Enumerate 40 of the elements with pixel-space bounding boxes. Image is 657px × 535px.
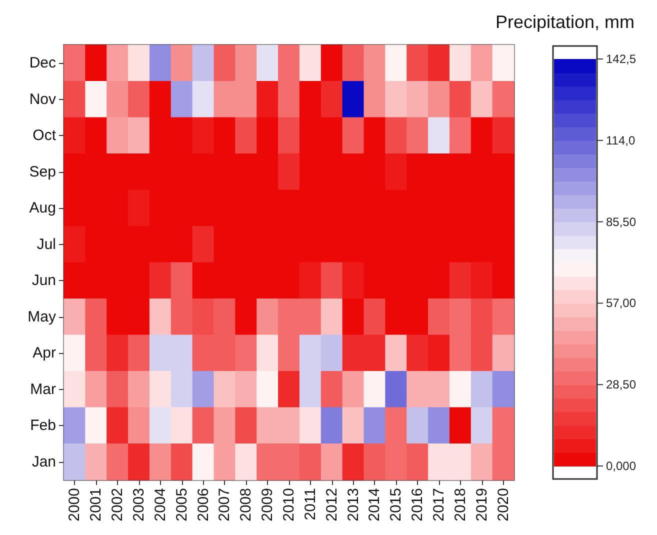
x-tick-label: 2018: [452, 488, 469, 522]
x-tick-label: 2001: [88, 488, 105, 522]
color-bar-label: 142,5: [606, 52, 636, 66]
y-tick-label: Jul: [36, 236, 56, 253]
x-tick-label: 2008: [238, 488, 255, 522]
y-tick-label: Jun: [32, 272, 56, 290]
x-tick-label: 2010: [280, 488, 298, 522]
y-tick-label: Feb: [30, 417, 56, 434]
x-tick-label: 2000: [66, 488, 84, 522]
x-tick-label: 2013: [344, 488, 362, 522]
x-tick-label: 2012: [323, 488, 340, 522]
y-tick-label: Sep: [29, 163, 56, 180]
x-tick-label: 2002: [109, 488, 126, 522]
x-tick-label: 2015: [388, 488, 405, 522]
x-tick-label: 2004: [152, 488, 169, 522]
color-bar-label: 0,000: [606, 459, 636, 473]
x-tick-label: 2019: [473, 488, 490, 522]
x-tick-label: 2020: [494, 488, 512, 522]
x-tick-label: 2017: [430, 488, 448, 522]
y-tick-label: Oct: [32, 127, 57, 144]
y-tick-label: Dec: [29, 54, 56, 72]
x-tick-label: 2016: [409, 488, 426, 522]
x-tick-label: 2006: [194, 488, 212, 522]
color-bar-label: 57,00: [606, 296, 636, 310]
x-tick-label: 2011: [302, 488, 319, 520]
y-tick-label: Aug: [29, 200, 56, 217]
y-tick-label: Jan: [32, 453, 56, 470]
color-bar-label: 114,0: [606, 133, 636, 148]
y-tick-label: Mar: [30, 380, 56, 398]
x-tick-label: 2014: [366, 488, 384, 522]
y-tick-label: May: [28, 308, 56, 326]
x-tick-label: 2003: [130, 488, 148, 522]
y-tick-label: Apr: [32, 344, 56, 362]
color-bar-label: 28,50: [606, 378, 636, 392]
x-tick-label: 2009: [259, 488, 276, 522]
x-tick-label: 2007: [216, 488, 234, 522]
color-bar-label: 85,50: [606, 214, 636, 229]
color-bar-title: Precipitation, mm: [495, 12, 635, 32]
x-tick-label: 2005: [173, 488, 190, 522]
y-tick-label: Nov: [29, 90, 56, 108]
